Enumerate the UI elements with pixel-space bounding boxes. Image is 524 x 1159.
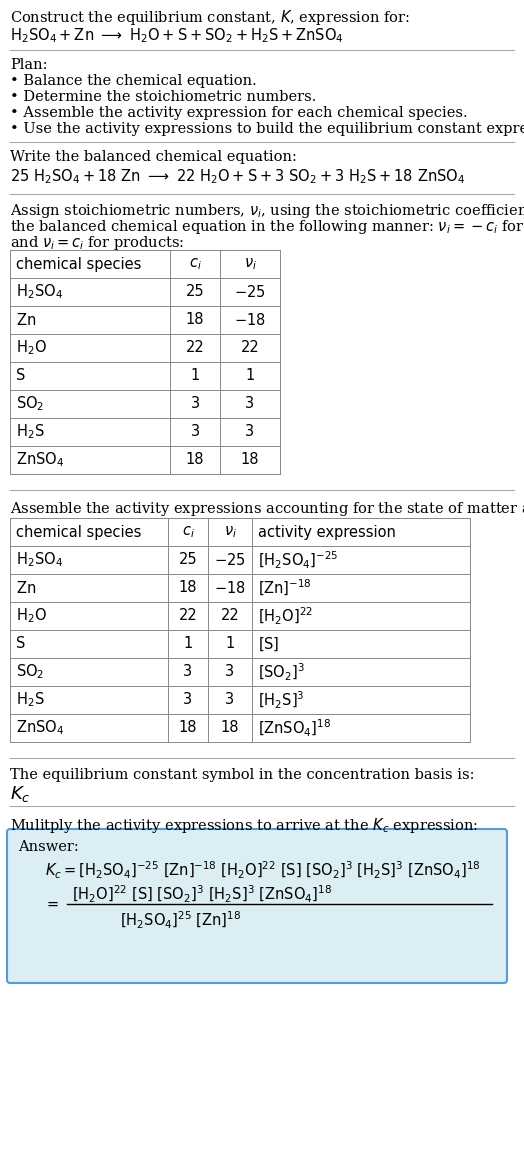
Text: $\mathrm{H_2SO_4}$: $\mathrm{H_2SO_4}$ — [16, 551, 63, 569]
Text: Construct the equilibrium constant, $K$, expression for:: Construct the equilibrium constant, $K$,… — [10, 8, 410, 27]
Text: S: S — [16, 369, 25, 384]
Text: $\mathrm{Zn}$: $\mathrm{Zn}$ — [16, 580, 36, 596]
Text: $\mathrm{SO_2}$: $\mathrm{SO_2}$ — [16, 395, 45, 414]
Text: $[\mathrm{Zn}]^{-18}$: $[\mathrm{Zn}]^{-18}$ — [258, 578, 312, 598]
Text: $\mathrm{25\ H_2SO_4 + 18\ Zn\ \longrightarrow\ 22\ H_2O + S + 3\ SO_2 + 3\ H_2S: $\mathrm{25\ H_2SO_4 + 18\ Zn\ \longrigh… — [10, 167, 465, 185]
Text: $-25$: $-25$ — [214, 552, 246, 568]
Text: $[\mathrm{ZnSO_4}]^{18}$: $[\mathrm{ZnSO_4}]^{18}$ — [258, 717, 331, 738]
Text: • Use the activity expressions to build the equilibrium constant expression.: • Use the activity expressions to build … — [10, 122, 524, 136]
Text: $[\mathrm{H_2SO_4}]^{-25}$: $[\mathrm{H_2SO_4}]^{-25}$ — [258, 549, 339, 570]
Text: $-25$: $-25$ — [234, 284, 266, 300]
Text: $[\mathrm{H_2O}]^{22}\ [\mathrm{S}]\ [\mathrm{SO_2}]^3\ [\mathrm{H_2S}]^3\ [\mat: $[\mathrm{H_2O}]^{22}\ [\mathrm{S}]\ [\m… — [72, 884, 332, 905]
Text: Answer:: Answer: — [18, 840, 79, 854]
Text: 22: 22 — [221, 608, 239, 624]
Text: $\mathrm{H_2SO_4}$: $\mathrm{H_2SO_4}$ — [16, 283, 63, 301]
Text: 22: 22 — [241, 341, 259, 356]
Text: $c_i$: $c_i$ — [182, 524, 194, 540]
Text: Assemble the activity expressions accounting for the state of matter and $\nu_i$: Assemble the activity expressions accoun… — [10, 500, 524, 518]
Text: $[\mathrm{H_2SO_4}]^{25}\ [\mathrm{Zn}]^{18}$: $[\mathrm{H_2SO_4}]^{25}\ [\mathrm{Zn}]^… — [120, 910, 241, 931]
Text: $\mathrm{ZnSO_4}$: $\mathrm{ZnSO_4}$ — [16, 719, 64, 737]
Text: • Assemble the activity expression for each chemical species.: • Assemble the activity expression for e… — [10, 105, 467, 121]
Text: chemical species: chemical species — [16, 525, 141, 539]
Text: activity expression: activity expression — [258, 525, 396, 539]
Text: $[\mathrm{SO_2}]^3$: $[\mathrm{SO_2}]^3$ — [258, 662, 305, 683]
Text: $\mathrm{SO_2}$: $\mathrm{SO_2}$ — [16, 663, 45, 681]
Text: 25: 25 — [185, 284, 204, 299]
Text: 3: 3 — [225, 664, 235, 679]
Text: $[\mathrm{H_2S}]^3$: $[\mathrm{H_2S}]^3$ — [258, 690, 304, 710]
Text: 1: 1 — [225, 636, 235, 651]
Text: $c_i$: $c_i$ — [189, 256, 201, 272]
Text: $-18$: $-18$ — [214, 580, 246, 596]
Text: $[\mathrm{S}]$: $[\mathrm{S}]$ — [258, 635, 279, 653]
Text: 3: 3 — [245, 396, 255, 411]
Text: 18: 18 — [179, 581, 197, 596]
Text: 3: 3 — [183, 664, 192, 679]
Text: chemical species: chemical species — [16, 256, 141, 271]
Text: =: = — [47, 897, 59, 911]
Text: • Determine the stoichiometric numbers.: • Determine the stoichiometric numbers. — [10, 90, 316, 104]
Text: 1: 1 — [245, 369, 255, 384]
Text: 1: 1 — [183, 636, 193, 651]
Text: • Balance the chemical equation.: • Balance the chemical equation. — [10, 74, 257, 88]
Text: 1: 1 — [190, 369, 200, 384]
Text: 18: 18 — [221, 721, 239, 736]
Text: $\nu_i$: $\nu_i$ — [244, 256, 256, 272]
Text: $\mathrm{H_2O}$: $\mathrm{H_2O}$ — [16, 338, 47, 357]
Text: Write the balanced chemical equation:: Write the balanced chemical equation: — [10, 150, 297, 165]
Text: and $\nu_i = c_i$ for products:: and $\nu_i = c_i$ for products: — [10, 234, 184, 252]
Text: S: S — [16, 636, 25, 651]
Text: 18: 18 — [185, 452, 204, 467]
Text: $\mathrm{H_2S}$: $\mathrm{H_2S}$ — [16, 423, 45, 442]
Text: 18: 18 — [179, 721, 197, 736]
Text: 22: 22 — [185, 341, 204, 356]
Text: $\nu_i$: $\nu_i$ — [224, 524, 236, 540]
Text: 3: 3 — [183, 692, 192, 707]
FancyBboxPatch shape — [7, 829, 507, 983]
Text: $-18$: $-18$ — [234, 312, 266, 328]
Text: $\mathrm{H_2O}$: $\mathrm{H_2O}$ — [16, 606, 47, 626]
Text: 25: 25 — [179, 553, 198, 568]
Text: Mulitply the activity expressions to arrive at the $K_c$ expression:: Mulitply the activity expressions to arr… — [10, 816, 478, 834]
Text: 3: 3 — [225, 692, 235, 707]
Text: $[\mathrm{H_2O}]^{22}$: $[\mathrm{H_2O}]^{22}$ — [258, 605, 313, 627]
Text: $K_c = [\mathrm{H_2SO_4}]^{-25}\ [\mathrm{Zn}]^{-18}\ [\mathrm{H_2O}]^{22}\ [\ma: $K_c = [\mathrm{H_2SO_4}]^{-25}\ [\mathr… — [45, 860, 481, 881]
Text: $K_c$: $K_c$ — [10, 783, 30, 804]
Text: Assign stoichiometric numbers, $\nu_i$, using the stoichiometric coefficients, $: Assign stoichiometric numbers, $\nu_i$, … — [10, 202, 524, 220]
Text: 18: 18 — [241, 452, 259, 467]
Text: 3: 3 — [190, 424, 200, 439]
Text: 3: 3 — [245, 424, 255, 439]
Text: $\mathrm{H_2SO_4 + Zn\ \longrightarrow\ H_2O + S + SO_2 + H_2S + ZnSO_4}$: $\mathrm{H_2SO_4 + Zn\ \longrightarrow\ … — [10, 25, 344, 45]
Text: the balanced chemical equation in the following manner: $\nu_i = -c_i$ for react: the balanced chemical equation in the fo… — [10, 218, 524, 236]
Text: $\mathrm{H_2S}$: $\mathrm{H_2S}$ — [16, 691, 45, 709]
Text: Plan:: Plan: — [10, 58, 48, 72]
Text: $\mathrm{Zn}$: $\mathrm{Zn}$ — [16, 312, 36, 328]
Text: 22: 22 — [179, 608, 198, 624]
Text: $\mathrm{ZnSO_4}$: $\mathrm{ZnSO_4}$ — [16, 451, 64, 469]
Text: 3: 3 — [190, 396, 200, 411]
Text: The equilibrium constant symbol in the concentration basis is:: The equilibrium constant symbol in the c… — [10, 768, 475, 782]
Text: 18: 18 — [185, 313, 204, 328]
